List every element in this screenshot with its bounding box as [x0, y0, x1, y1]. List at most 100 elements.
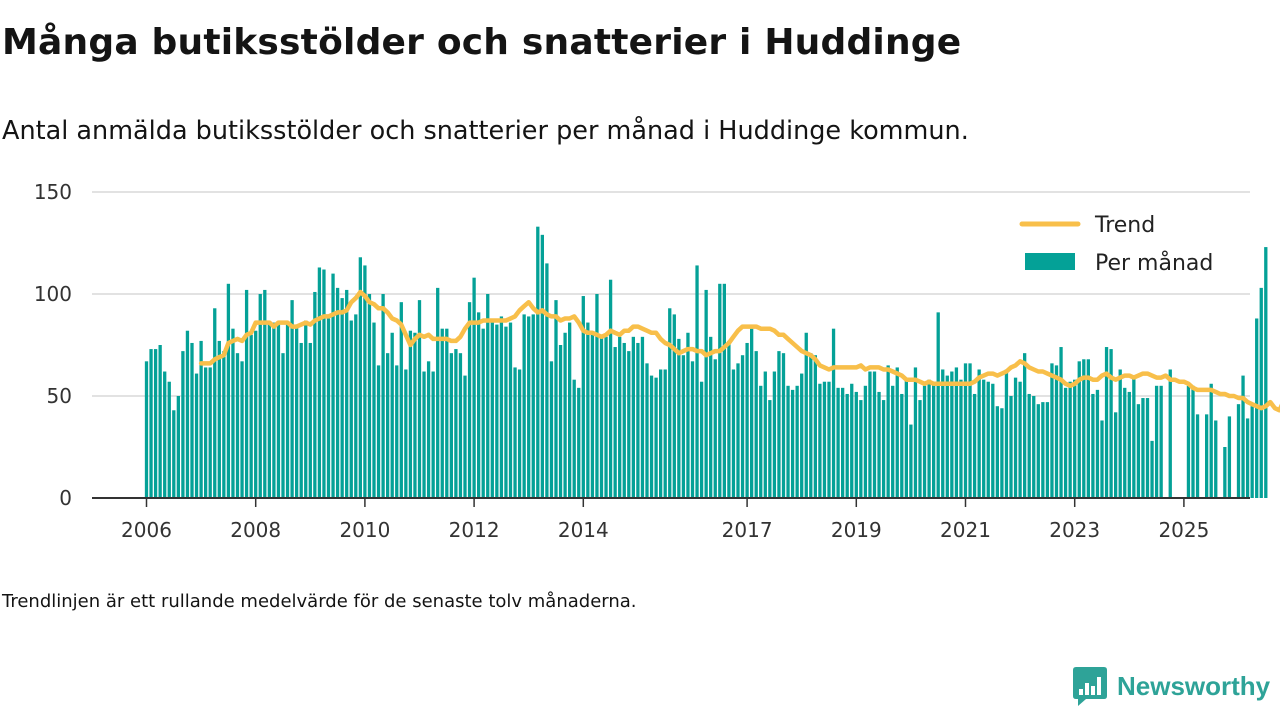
bar	[927, 379, 931, 498]
bar	[1063, 387, 1068, 498]
bar	[872, 371, 877, 498]
bar	[1068, 381, 1072, 498]
bar	[759, 385, 763, 498]
bar	[1004, 369, 1009, 498]
bar	[199, 340, 203, 498]
bar	[822, 381, 827, 498]
bar	[1045, 402, 1050, 498]
bar	[1077, 361, 1081, 498]
bar	[1259, 287, 1263, 498]
bar	[363, 265, 367, 498]
bar	[1209, 383, 1213, 498]
bar	[317, 267, 322, 498]
bar	[1009, 396, 1013, 498]
bar	[1264, 247, 1268, 498]
bar	[1023, 353, 1027, 498]
bar	[1054, 365, 1059, 498]
bar	[244, 289, 249, 498]
bar	[436, 287, 440, 498]
bar	[1100, 420, 1104, 498]
bar	[454, 349, 458, 498]
bar	[1027, 393, 1031, 498]
bar	[631, 336, 635, 498]
bar	[963, 363, 968, 498]
bar	[358, 257, 362, 498]
bar	[295, 326, 299, 498]
x-tick-label: 2017	[722, 518, 773, 542]
bar	[290, 300, 294, 498]
bar	[613, 347, 617, 498]
bar	[699, 381, 704, 498]
bar	[891, 385, 895, 498]
legend-bars-swatch	[1025, 253, 1075, 270]
bar	[399, 302, 403, 498]
bar	[304, 320, 308, 498]
bar	[1109, 349, 1113, 498]
bar	[167, 381, 171, 498]
bar	[499, 316, 504, 498]
bar	[672, 314, 676, 498]
bar	[517, 369, 522, 498]
bar	[704, 289, 708, 498]
bar	[226, 283, 231, 498]
bar	[1250, 406, 1254, 498]
bar	[1118, 369, 1122, 498]
bar	[458, 353, 463, 498]
bar	[695, 265, 699, 498]
brand[interactable]: Newsworthy	[1072, 664, 1270, 708]
bar	[677, 338, 681, 498]
bar	[868, 371, 872, 498]
bar	[845, 393, 849, 498]
bar	[158, 345, 162, 498]
bar	[709, 336, 713, 498]
bar	[608, 279, 613, 498]
bar	[522, 314, 526, 498]
bar	[467, 302, 472, 498]
bar	[208, 367, 212, 498]
bar	[1245, 418, 1250, 498]
bar	[531, 314, 535, 498]
bar	[627, 351, 631, 498]
bar	[577, 387, 581, 498]
bar	[313, 291, 317, 498]
bar	[645, 363, 649, 498]
bar	[513, 367, 517, 498]
bar	[886, 365, 890, 498]
bar	[859, 400, 863, 498]
bar	[172, 410, 176, 498]
bar	[486, 294, 490, 498]
bar	[404, 369, 408, 498]
bar	[204, 367, 208, 498]
bar	[1214, 420, 1218, 498]
bar	[490, 320, 494, 498]
bar	[736, 363, 740, 498]
newsworthy-logo-icon	[1073, 667, 1107, 706]
bar	[686, 332, 690, 498]
bar	[381, 294, 385, 498]
bar	[768, 400, 772, 498]
bar	[185, 330, 190, 498]
trend-line	[198, 289, 1280, 413]
bar	[800, 373, 804, 498]
bar	[900, 393, 904, 498]
bar	[417, 300, 422, 498]
bar	[1095, 389, 1100, 498]
x-tick-label: 2021	[940, 518, 991, 542]
bar	[718, 283, 722, 498]
bar	[850, 383, 854, 498]
bar	[249, 334, 253, 498]
bar	[809, 353, 813, 498]
bar	[144, 361, 149, 498]
bar	[572, 379, 576, 498]
bar	[231, 328, 235, 498]
bar	[308, 342, 312, 498]
bar	[386, 353, 390, 498]
bar	[881, 400, 886, 498]
bar	[649, 375, 654, 498]
bar	[895, 367, 899, 498]
bar	[299, 342, 303, 498]
bar	[909, 424, 913, 498]
bar	[376, 365, 381, 498]
bar	[508, 322, 513, 498]
bar	[1018, 381, 1022, 498]
